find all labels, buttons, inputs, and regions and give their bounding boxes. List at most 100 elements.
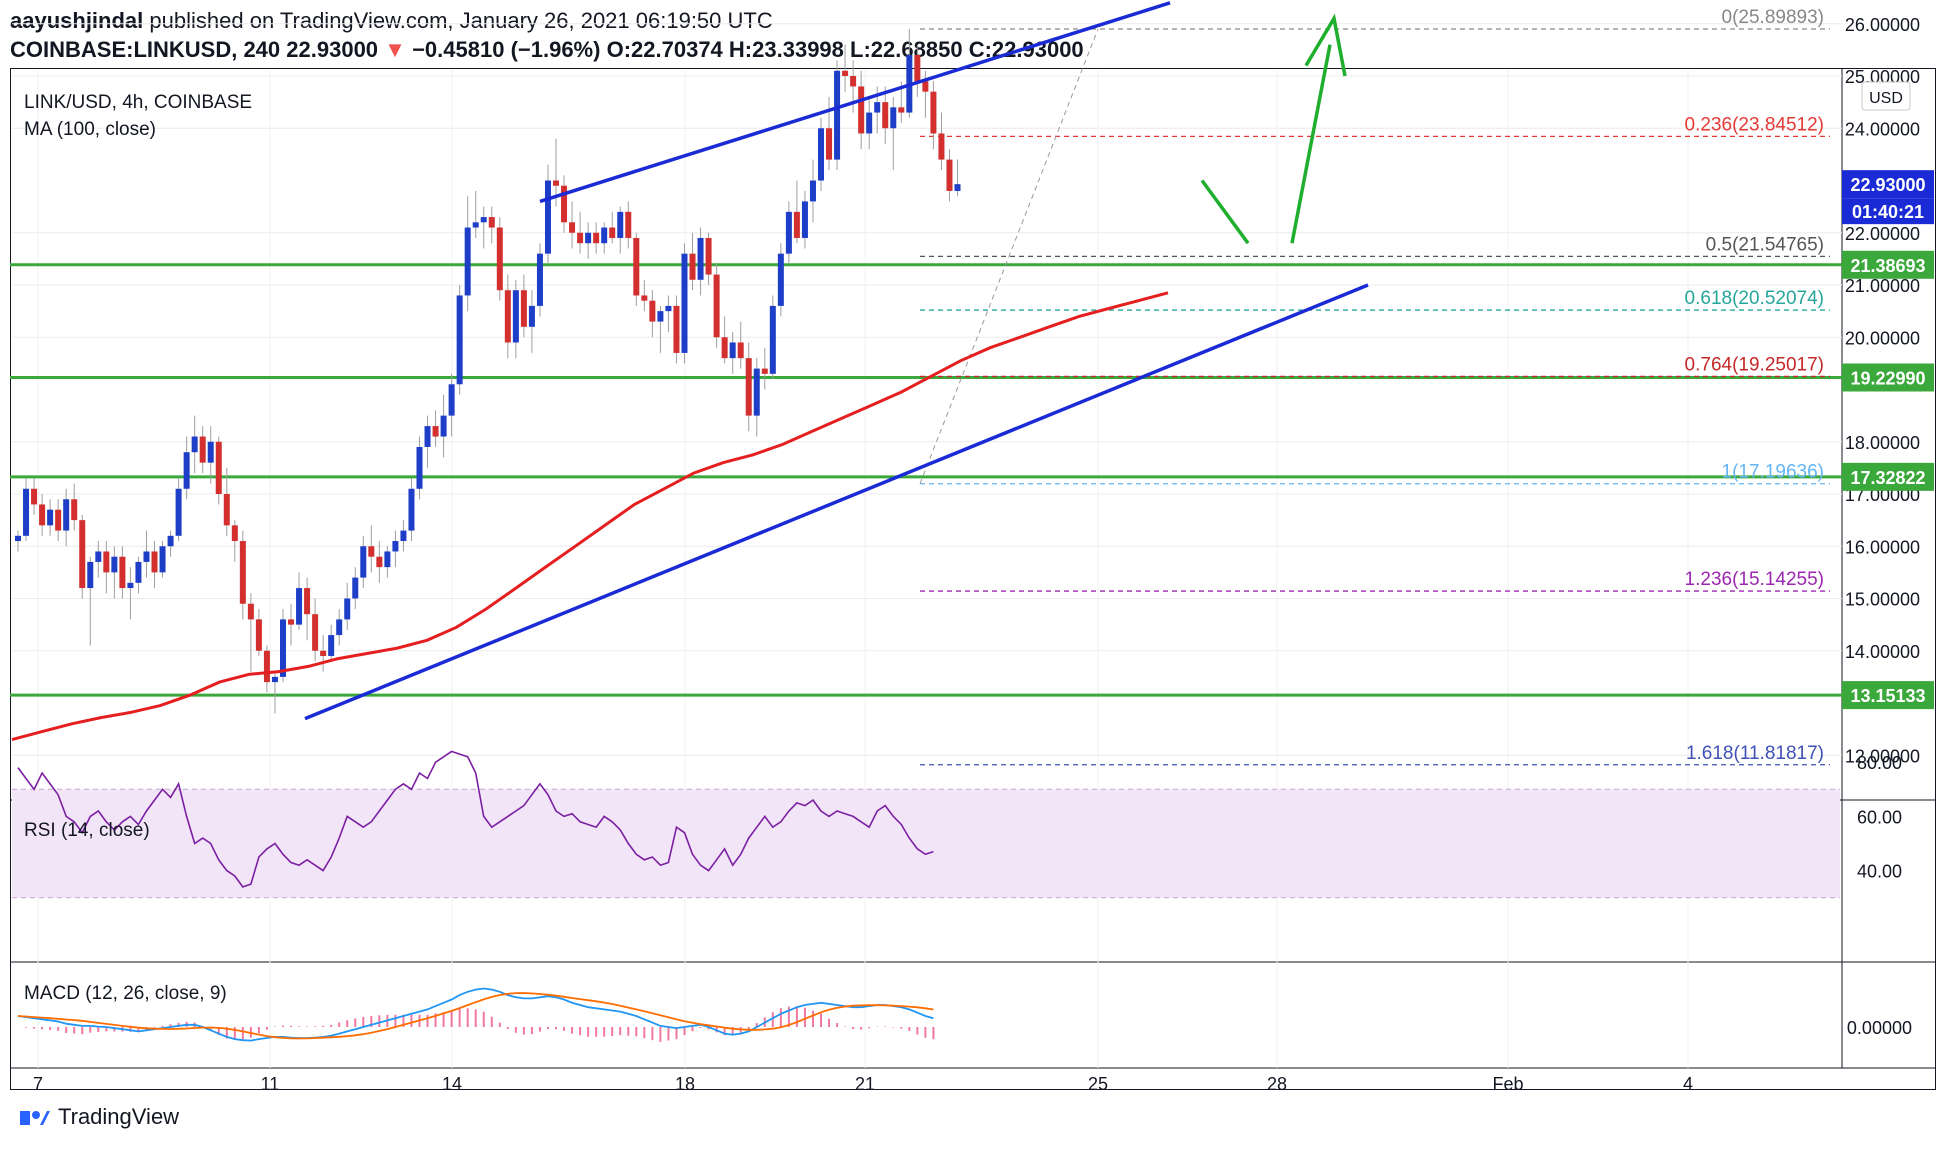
candle-body [777,253,784,306]
candle-body [432,426,439,437]
support-lines [10,263,1842,697]
candle-body [818,128,824,181]
candle-body [440,415,447,437]
high-label: H: [728,37,753,62]
candle-body [801,201,808,238]
candle-body [488,217,495,228]
fib-label: 0.618(20.52074) [1685,288,1824,309]
time-tick-label: 18 [675,1074,695,1094]
candle-body [360,546,367,578]
fib-anchor-line [919,28,1099,484]
candle-body [111,556,118,573]
fib-label: 1.618(11.81817) [1686,743,1824,764]
candle-body [737,342,744,359]
candle-body [231,525,238,542]
price-tick-label: 14.00000 [1845,642,1920,662]
candle-body [512,290,519,343]
time-tick-label: 21 [855,1074,875,1094]
candle-body [31,488,38,505]
rsi-tick-label: 40.00 [1857,862,1902,882]
candle-body [167,535,174,547]
candle-body [609,227,616,238]
price-tick-label: 24.00000 [1845,119,1920,139]
candle-body [930,91,937,134]
last-price: 22.93000 [286,37,379,62]
price-tag-box [1842,681,1934,710]
candle-body [103,551,110,573]
candle-body [199,436,206,463]
candle-body [416,446,423,489]
overlays [11,1,1369,742]
rsi-line [17,750,934,888]
candle-body [304,588,311,615]
candle-body [673,305,680,353]
candle-body [593,232,600,244]
low-label: L: [850,37,871,62]
author-name[interactable]: aayushjindal [10,8,144,33]
candle-body [247,603,254,620]
candle-body [882,102,889,129]
candle-body [649,300,656,322]
candle-body [336,619,343,636]
price-tag-text: 19.22990 [1850,368,1925,388]
candle-body [183,452,190,489]
candle-body [561,185,568,223]
candle-body [681,253,688,353]
candle-body [697,237,704,280]
candle-body [271,676,278,683]
macd-legend: MACD (12, 26, close, 9) [24,983,227,1004]
candle-body [255,619,262,651]
candle-body [143,551,150,562]
macd-tick-label: 0.00000 [1847,1018,1912,1038]
candle-body [528,305,535,327]
candle-body [448,384,455,416]
price-tick-label: 16.00000 [1845,537,1920,557]
candle-body [657,311,664,322]
candle-body [207,441,214,463]
candle-body [834,70,841,160]
candle-body [175,488,182,536]
chart-frame[interactable] [10,68,1936,1090]
time-tick-label: 25 [1088,1074,1108,1094]
candle-body [826,128,833,160]
rising-trendline [304,283,1369,721]
candle-body [633,237,640,296]
candle-body [729,342,736,359]
candle-body [850,76,857,87]
price-tick-label: 20.00000 [1845,328,1920,348]
candle-body [544,180,551,254]
candle-body [55,509,62,531]
candle-body [263,650,270,683]
ma-legend: MA (100, close) [24,119,156,140]
candle-body [15,535,21,542]
candle-body [71,499,78,521]
fib-label: 0.5(21.54765) [1706,234,1824,255]
fib-levels: 0(25.89893) 0.236(23.84512) 0.5(21.54765) 0… [919,7,1830,766]
grid [10,23,1936,1069]
candle-body [842,70,849,76]
candle-body [496,227,503,291]
price-tag-box [1842,250,1934,279]
rsi-tick-label: 80.00 [1857,753,1902,773]
symbol-info: COINBASE:LINKUSD, 240 22.93000 ▼ −0.4581… [10,37,1084,63]
candle-body [585,232,592,244]
price-tick-label: 21.00000 [1845,276,1920,296]
candle-body [898,107,905,113]
price-tag-text: 22.93000 [1850,175,1925,195]
candle-body [745,358,752,416]
currency-button[interactable] [1861,81,1911,111]
candle-body [392,541,399,552]
candle-body [223,494,230,526]
fib-label: 0.764(19.25017) [1685,354,1824,375]
candle-body [769,305,776,374]
candle-body [127,582,134,589]
candle-body [809,180,816,202]
candle-body [87,561,94,589]
macd-line [17,987,934,1042]
upper-channel-line [539,1,1171,204]
candle-body [191,436,198,453]
candle-body [79,520,86,589]
candle-body [721,337,728,359]
pullback-arrow [1200,179,1250,245]
